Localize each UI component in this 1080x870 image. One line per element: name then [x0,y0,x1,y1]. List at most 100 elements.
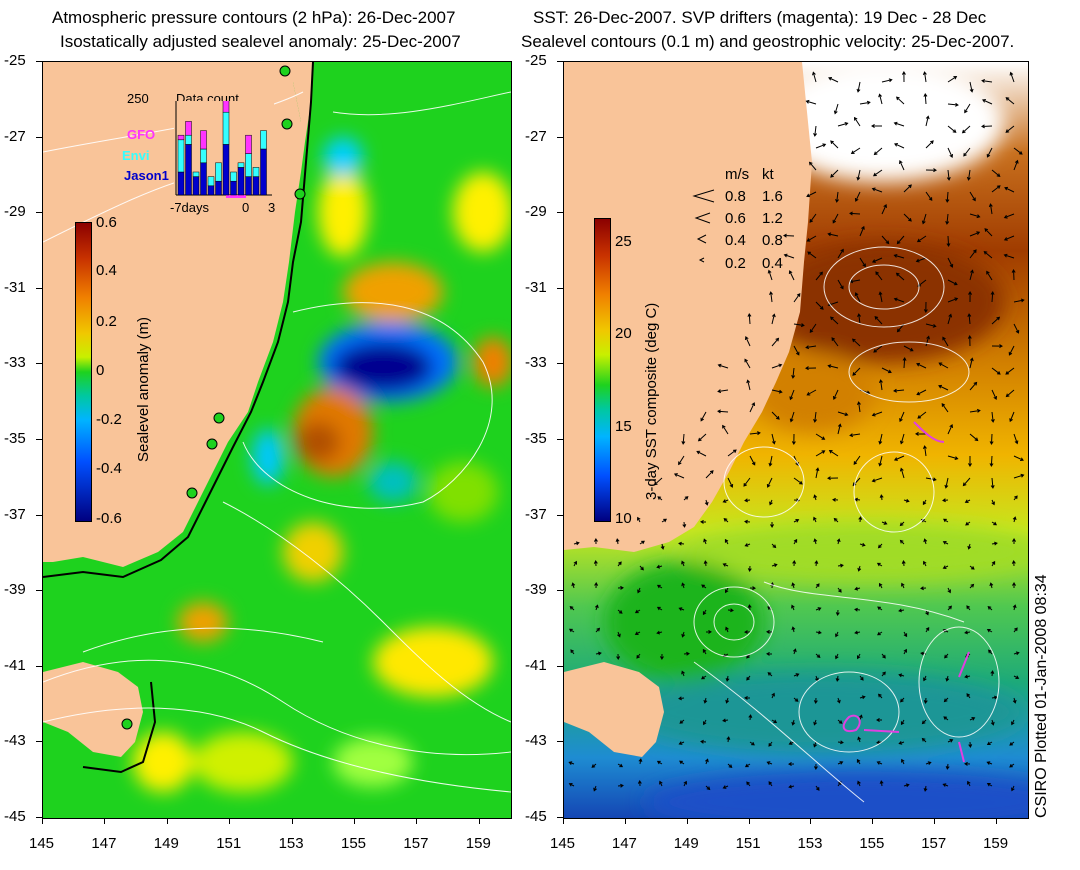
velocity-arrow [813,411,818,423]
velocity-arrow [938,384,949,391]
velocity-arrow [696,450,707,457]
velocity-arrow [916,362,927,369]
velocity-arrow [793,323,805,328]
right-lon-label: 153 [797,835,823,852]
velocity-arrow [809,213,817,223]
velocity-arrow [964,499,971,503]
velocity-arrow [766,651,773,656]
velocity-arrow [815,143,827,149]
velocity-arrow [793,293,801,303]
velocity-arrow [947,739,954,743]
velocity-arrow [809,323,817,334]
velocity-arrow [659,653,664,660]
velocity-arrow [901,560,906,567]
velocity-arrow [783,253,795,259]
velocity-arrow [837,121,849,127]
velocity-arrow [900,719,905,726]
velocity-arrow [878,93,883,105]
velocity-arrow [812,71,817,83]
velocity-arrow [659,780,663,787]
inset-bar-segment [222,101,230,113]
left-title-line2: Isostatically adjusted sealevel anomaly:… [60,32,461,51]
velocity-arrow [853,116,861,127]
velocity-arrow [966,169,971,181]
inset-bar-segment [237,162,245,168]
velocity-arrow [947,279,958,286]
velocity-arrow [903,345,914,352]
velocity-arrow [916,389,927,396]
velocity-arrow [836,697,841,704]
velocity-arrow [901,758,905,765]
velocity-legend-row3-kt: 0.8 [762,232,783,249]
inset-bar-segment [185,121,192,136]
left-cb-tick-4: 0 [96,362,105,379]
velocity-arrow [744,543,751,547]
velocity-arrow [679,760,685,765]
velocity-arrow [835,675,840,682]
velocity-arrow [791,582,796,589]
velocity-arrow [923,93,928,105]
right-lon-label: 151 [735,835,761,852]
velocity-arrow [969,249,977,259]
velocity-arrow [901,71,906,83]
velocity-arrow [964,761,971,766]
velocity-arrow [767,672,773,677]
velocity-arrow [725,626,729,633]
velocity-arrow [859,225,865,237]
velocity-arrow [815,630,822,635]
velocity-arrow [771,389,783,394]
velocity-arrow [879,780,884,787]
velocity-arrow [856,758,861,765]
velocity-arrow [947,147,954,158]
velocity-arrow [877,606,883,611]
sst-map [564,62,1028,818]
inset-legend-jason1: Jason1 [124,168,169,183]
velocity-arrow [988,203,993,215]
velocity-arrow [771,363,783,369]
velocity-arrow [921,719,927,725]
velocity-arrow [983,250,993,259]
velocity-arrow [851,338,861,347]
csiro-credit: CSIRO Plotted 01-Jan-2008 08:34 [1033,574,1050,818]
velocity-arrow [858,516,863,523]
right-cb-tick-3: 15 [615,418,632,435]
velocity-arrow [881,521,888,525]
velocity-arrow [987,606,993,611]
velocity-arrow [813,719,818,726]
velocity-arrow [922,499,927,506]
velocity-arrow [637,587,641,594]
velocity-arrow [942,541,949,545]
velocity-arrow [827,476,839,481]
left-lon-label: 147 [91,835,117,852]
velocity-legend-row4-ms: 0.2 [725,255,746,272]
velocity-arrow [947,455,959,461]
velocity-arrow [871,477,883,483]
velocity-arrow [947,102,959,107]
right-lat-label: -35 [525,430,547,447]
right-lon-label: 159 [983,835,1009,852]
velocity-arrow [617,763,624,768]
velocity-arrow [1012,604,1017,611]
velocity-arrow [945,213,950,225]
velocity-arrow [966,605,971,611]
velocity-arrow [793,538,798,545]
inset-xlabel-mid: 0 [242,200,250,215]
velocity-arrow [925,626,930,633]
velocity-arrow [881,235,890,245]
right-lat-label: -41 [525,656,547,674]
velocity-arrow [837,740,844,745]
velocity-arrow [893,121,905,127]
right-lat-label: -29 [525,203,547,221]
velocity-arrow [991,185,1001,193]
right-lat-label: -45 [525,808,547,825]
velocity-arrow [656,630,663,635]
velocity-arrow [705,629,712,634]
velocity-arrow [744,630,751,635]
velocity-arrow [990,411,995,423]
velocity-arrow [872,169,883,177]
velocity-arrow [873,345,883,353]
velocity-arrow [771,692,775,699]
velocity-arrow [727,763,733,769]
velocity-arrow [871,123,883,128]
velocity-arrow [946,169,951,181]
